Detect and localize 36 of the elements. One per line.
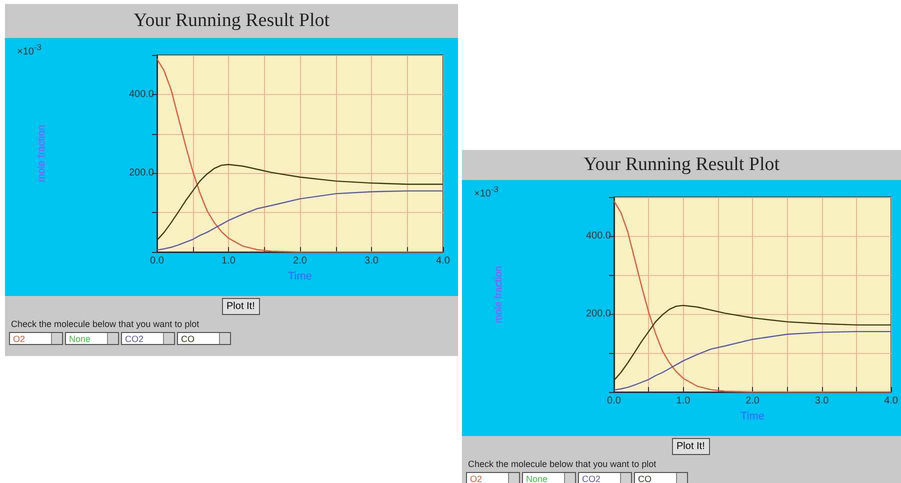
text: Check the molecule below that you want to plot bbox=[11, 319, 200, 329]
text: O2 bbox=[470, 474, 482, 483]
y-tick-label: 200.0 bbox=[586, 308, 612, 320]
y-axis-title: mole fraction bbox=[36, 124, 48, 182]
x-axis-title: Time bbox=[740, 410, 765, 422]
x-tick-label: 1.0 bbox=[676, 396, 691, 406]
text: ×10$^{-3}$ bbox=[474, 184, 498, 200]
x-tick-label: 2.0 bbox=[746, 396, 760, 406]
text: ×10$^{-3}$ bbox=[17, 42, 42, 58]
text: CO bbox=[638, 474, 652, 483]
x-tick-label: 3.0 bbox=[814, 396, 830, 406]
y-tick-label: 400.0 bbox=[128, 88, 154, 100]
line-series bbox=[613, 304, 892, 381]
x-tick-label: 2.0 bbox=[293, 256, 308, 266]
line-series bbox=[156, 164, 444, 241]
x-axis-title: Time bbox=[288, 270, 312, 282]
x-tick-label: 4.0 bbox=[436, 256, 450, 266]
x-tick-label: 1.0 bbox=[222, 256, 236, 266]
x-tick-label: 4.0 bbox=[884, 396, 898, 406]
y-tick-label: 400.0 bbox=[586, 230, 612, 242]
text: O2 bbox=[13, 334, 26, 344]
text: Plot It! bbox=[222, 298, 260, 315]
y-axis-title: mole fraction bbox=[494, 266, 504, 324]
text: CO2 bbox=[125, 334, 144, 344]
text: CO2 bbox=[582, 474, 601, 483]
y-tick-label: 200.0 bbox=[128, 168, 154, 179]
x-tick-label: 0.0 bbox=[150, 256, 164, 266]
x-tick-label: 0.0 bbox=[607, 396, 622, 406]
text: None bbox=[526, 474, 548, 483]
text: CO bbox=[181, 334, 194, 344]
chart-title: Your Running Result Plot bbox=[582, 153, 781, 177]
text: Check the molecule below that you want to plot bbox=[468, 459, 656, 469]
chart-title: Your Running Result Plot bbox=[132, 9, 331, 33]
x-tick-label: 3.0 bbox=[364, 256, 379, 266]
text: None bbox=[69, 334, 91, 344]
text: Plot It! bbox=[672, 438, 710, 455]
